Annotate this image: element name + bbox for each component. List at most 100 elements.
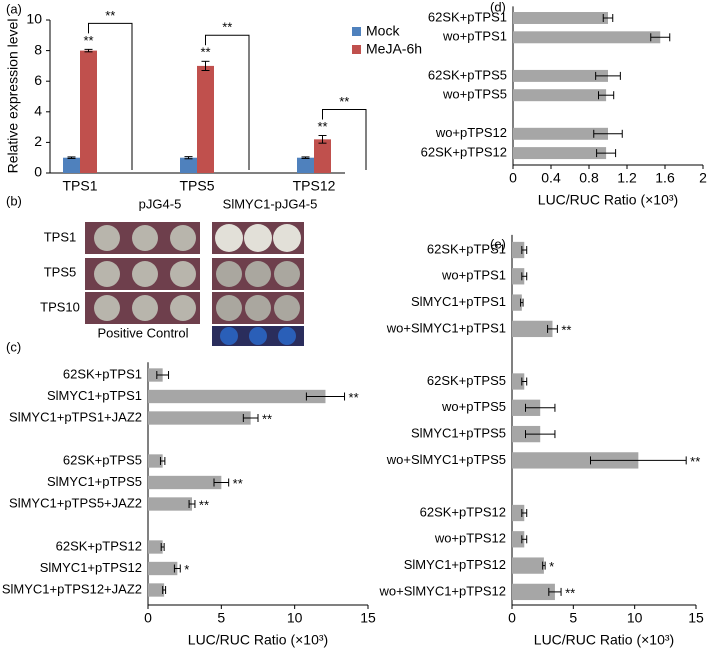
bracket bbox=[205, 34, 250, 170]
y-tick-label: SlMYC1+pTPS1 bbox=[47, 388, 142, 403]
bar bbox=[512, 557, 544, 574]
bar bbox=[512, 583, 555, 601]
bar bbox=[513, 127, 608, 140]
y-tick-label: wo+pTPS5 bbox=[442, 87, 507, 102]
x-tick-label: 15 bbox=[688, 610, 704, 626]
x-tick-label: 5 bbox=[217, 610, 225, 626]
legend-swatch bbox=[352, 27, 361, 36]
bar bbox=[512, 241, 525, 259]
bar bbox=[512, 531, 525, 548]
bar bbox=[314, 139, 331, 173]
bar bbox=[148, 561, 178, 576]
bar bbox=[512, 452, 639, 469]
bar bbox=[297, 157, 314, 173]
significance: * bbox=[549, 559, 554, 574]
x-tick-label: 0.4 bbox=[541, 170, 561, 186]
y-axis-label: Relative expression level bbox=[5, 19, 21, 174]
bracket bbox=[88, 22, 133, 170]
y-tick-label: 62SK+pTPS12 bbox=[56, 538, 142, 553]
bar bbox=[148, 540, 163, 554]
bracket-label: ** bbox=[105, 8, 115, 23]
x-tick-label: 0 bbox=[144, 610, 152, 626]
significance: * bbox=[184, 562, 189, 577]
y-tick-label: wo+SlMYC1+pTPS5 bbox=[386, 452, 506, 467]
x-tick-label: 0 bbox=[508, 610, 516, 626]
y-tick-label: wo+pTPS12 bbox=[435, 125, 507, 140]
bar bbox=[80, 50, 97, 173]
column-label: pJG4-5 bbox=[139, 196, 182, 211]
y-tick-label: 62SK+pTPS5 bbox=[63, 452, 142, 467]
panel-label: (d) bbox=[490, 0, 506, 14]
significance: ** bbox=[233, 476, 243, 491]
plates bbox=[85, 222, 304, 346]
y-tick-label: 2 bbox=[34, 133, 42, 149]
column-label: SlMYC1-pJG4-5 bbox=[223, 196, 318, 211]
bar bbox=[63, 157, 80, 173]
y-tick-label: 62SK+pTPS12 bbox=[421, 145, 507, 160]
bar bbox=[513, 89, 607, 102]
bar bbox=[148, 497, 192, 511]
panel-b: (b) pJG4-5 SlMYC1-pJG4-5 TPS1 TPS5 TPS10… bbox=[6, 193, 317, 346]
bar bbox=[513, 31, 661, 44]
row-label: TPS5 bbox=[44, 264, 77, 279]
significance: ** bbox=[349, 390, 359, 405]
y-tick-label: wo+pTPS5 bbox=[441, 399, 506, 414]
bar bbox=[148, 454, 163, 468]
bracket bbox=[322, 109, 367, 170]
bar bbox=[180, 157, 197, 173]
bar bbox=[512, 320, 553, 338]
bar bbox=[148, 475, 222, 490]
x-tick-label: 10 bbox=[287, 610, 303, 626]
y-tick-label: SlMYC1+pTPS1 bbox=[411, 294, 506, 309]
significance: ** bbox=[565, 585, 575, 600]
x-tick-label: TPS5 bbox=[179, 178, 214, 194]
bar bbox=[513, 69, 608, 82]
significance: ** bbox=[690, 454, 700, 469]
y-tick-label: 62SK+pTPS1 bbox=[63, 366, 142, 381]
panel-label: (b) bbox=[6, 193, 22, 208]
significance: ** bbox=[200, 45, 210, 60]
y-tick-label: 62SK+pTPS1 bbox=[427, 241, 506, 256]
y-tick-label: SlMYC1+pTPS12 bbox=[404, 557, 506, 572]
bar bbox=[512, 268, 525, 285]
y-tick-label: SlMYC1+pTPS5+JAZ2 bbox=[9, 495, 142, 510]
x-tick-label: 0 bbox=[509, 170, 517, 186]
y-tick-label: wo+pTPS1 bbox=[442, 29, 507, 44]
y-tick-label: wo+SlMYC1+pTPS12 bbox=[379, 583, 506, 598]
bar bbox=[148, 583, 165, 597]
y-tick-label: 8 bbox=[34, 41, 42, 57]
bar bbox=[148, 411, 251, 425]
x-tick-label: 0.8 bbox=[579, 170, 599, 186]
y-tick-label: 62SK+pTPS1 bbox=[428, 9, 507, 24]
x-axis-label: LUC/RUC Ratio (×10³) bbox=[538, 192, 678, 208]
panel-label: (c) bbox=[6, 339, 21, 354]
x-axis-label: LUC/RUC Ratio (×10³) bbox=[188, 632, 328, 648]
y-tick-label: 4 bbox=[34, 103, 42, 119]
legend-label: Mock bbox=[366, 23, 400, 39]
legend-swatch bbox=[352, 45, 361, 54]
row-label: TPS10 bbox=[40, 299, 80, 314]
x-tick-label: 10 bbox=[627, 610, 643, 626]
y-tick-label: SlMYC1+pTPS12 bbox=[40, 560, 142, 575]
x-tick-label: 1.6 bbox=[655, 170, 675, 186]
y-tick-label: 10 bbox=[26, 11, 42, 27]
x-tick-label: 15 bbox=[360, 610, 376, 626]
y-tick-label: wo+SlMYC1+pTPS1 bbox=[386, 320, 506, 335]
y-tick-label: SlMYC1+pTPS5 bbox=[411, 426, 506, 441]
y-tick-label: 0 bbox=[34, 164, 42, 180]
y-tick-label: 6 bbox=[34, 72, 42, 88]
bar bbox=[197, 65, 214, 173]
y-tick-label: wo+pTPS12 bbox=[434, 531, 506, 546]
y-tick-label: SlMYC1+pTPS12+JAZ2 bbox=[2, 581, 142, 596]
y-tick-label: 62SK+pTPS5 bbox=[427, 373, 506, 388]
x-tick-label: TPS1 bbox=[62, 178, 97, 194]
bar bbox=[512, 294, 522, 311]
y-tick-label: 62SK+pTPS12 bbox=[420, 504, 506, 519]
bar bbox=[513, 12, 608, 24]
panel-label: (e) bbox=[490, 236, 506, 251]
bar bbox=[148, 389, 326, 404]
bracket-label: ** bbox=[222, 20, 232, 35]
significance: ** bbox=[262, 411, 272, 426]
x-axis-label: LUC/RUC Ratio (×10³) bbox=[534, 632, 674, 648]
